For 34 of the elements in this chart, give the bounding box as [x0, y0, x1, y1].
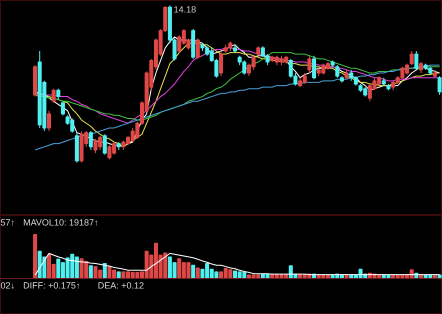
- bar: [80, 258, 84, 279]
- bar: [33, 234, 38, 279]
- candlestick: [335, 64, 340, 78]
- candlestick: [344, 69, 349, 80]
- annotation: 14.18: [174, 4, 196, 14]
- candlestick: [60, 100, 65, 116]
- candlestick: [279, 55, 284, 66]
- candlestick: [88, 130, 93, 150]
- candlestick: [312, 55, 316, 80]
- bar: [46, 254, 52, 279]
- candlestick: [307, 55, 312, 74]
- bar: [88, 265, 93, 279]
- bar: [116, 271, 121, 279]
- bar: [196, 267, 200, 279]
- text: DEA: +0.12: [98, 280, 144, 290]
- text: 02↓: [0, 280, 16, 290]
- text: MAVOL10: 19187↑: [23, 218, 98, 228]
- bar: [186, 262, 191, 279]
- candlestick: [410, 50, 414, 66]
- candlestick: [418, 62, 424, 74]
- candlestick: [56, 88, 60, 100]
- candlestick: [46, 110, 52, 132]
- text: 57↑: [0, 218, 16, 228]
- candlestick: [196, 38, 200, 60]
- text: DIFF: +0.175↑: [23, 280, 80, 290]
- bar: [93, 266, 98, 279]
- bar: [191, 264, 196, 279]
- candlestick: [219, 50, 224, 77]
- candlestick: [438, 76, 442, 96]
- candlestick: [102, 134, 107, 156]
- candlestick: [414, 50, 418, 70]
- candlestick: [93, 138, 98, 154]
- candlestick: [52, 88, 56, 104]
- candlestick: [256, 46, 260, 56]
